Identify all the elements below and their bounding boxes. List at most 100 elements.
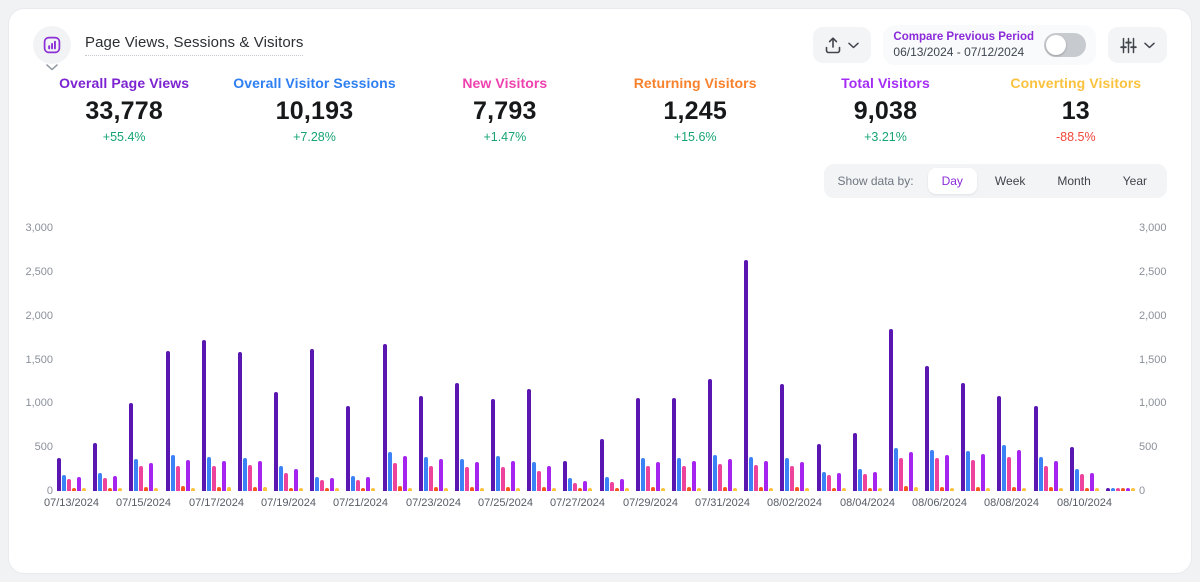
chart-bar[interactable] — [831, 488, 836, 491]
chart-bar[interactable] — [945, 455, 950, 491]
chart-bar[interactable] — [262, 487, 267, 491]
chart-bar[interactable] — [139, 466, 144, 491]
chart-bar[interactable] — [361, 488, 366, 491]
chart-bar[interactable] — [491, 399, 496, 491]
chart-bar[interactable] — [1120, 488, 1125, 491]
chart-bar[interactable] — [1084, 488, 1089, 491]
metric-converting-visitors[interactable]: Converting Visitors 13 -88.5% — [981, 75, 1171, 144]
chart-bar[interactable] — [898, 458, 903, 491]
chart-bar[interactable] — [284, 473, 289, 491]
bar-group[interactable] — [165, 228, 195, 491]
chart-bar[interactable] — [1115, 488, 1120, 491]
chart-bar[interactable] — [216, 487, 221, 491]
chart-bar[interactable] — [149, 463, 154, 491]
chart-bar[interactable] — [867, 488, 872, 491]
chart-bar[interactable] — [279, 466, 284, 491]
bar-group[interactable] — [888, 228, 918, 491]
chart-bar[interactable] — [1105, 488, 1110, 491]
bar-group[interactable] — [310, 228, 340, 491]
chart-bar[interactable] — [913, 487, 918, 491]
bar-group[interactable] — [599, 228, 629, 491]
chart-bar[interactable] — [614, 488, 619, 491]
chart-bar[interactable] — [1110, 488, 1115, 491]
chart-bar[interactable] — [655, 462, 660, 491]
chart-bar[interactable] — [841, 488, 846, 491]
bar-group[interactable] — [237, 228, 267, 491]
chart-bar[interactable] — [371, 488, 376, 491]
chart-bar[interactable] — [624, 488, 629, 491]
chart-bar[interactable] — [588, 488, 593, 491]
chart-bar[interactable] — [356, 480, 361, 491]
chart-bar[interactable] — [62, 475, 66, 491]
chart-bar[interactable] — [908, 452, 913, 491]
chart-bar[interactable] — [686, 487, 691, 491]
chart-bar[interactable] — [98, 473, 103, 491]
bar-group[interactable] — [997, 228, 1027, 491]
bar-group[interactable] — [57, 228, 86, 491]
chart-bar[interactable] — [346, 406, 351, 491]
chart-bar[interactable] — [418, 396, 423, 491]
bar-group[interactable] — [563, 228, 593, 491]
chart-bar[interactable] — [671, 398, 676, 491]
chart-bar[interactable] — [640, 458, 645, 491]
chart-bar[interactable] — [1069, 447, 1074, 491]
chart-bar[interactable] — [1074, 469, 1079, 491]
chart-bar[interactable] — [190, 488, 195, 491]
chart-bar[interactable] — [257, 461, 262, 491]
chart-bar[interactable] — [691, 461, 696, 491]
chart-bar[interactable] — [769, 488, 774, 491]
bar-group[interactable] — [93, 228, 123, 491]
chart-bar[interactable] — [568, 478, 573, 491]
bar-group[interactable] — [780, 228, 810, 491]
tab-month[interactable]: Month — [1057, 174, 1091, 188]
chart-bar[interactable] — [780, 384, 785, 491]
chart-bar[interactable] — [1017, 450, 1022, 491]
chart-bar[interactable] — [573, 483, 578, 491]
bar-group[interactable] — [1105, 228, 1135, 491]
chart-bar[interactable] — [609, 482, 614, 491]
chart-bar[interactable] — [479, 488, 484, 491]
chart-bar[interactable] — [511, 461, 516, 491]
chart-bar[interactable] — [392, 463, 397, 491]
chart-bar[interactable] — [713, 455, 718, 491]
chart-bar[interactable] — [676, 458, 681, 491]
chart-bar[interactable] — [754, 465, 759, 491]
chart-bar[interactable] — [382, 344, 387, 491]
chart-bar[interactable] — [1053, 461, 1058, 491]
chart-bar[interactable] — [718, 464, 723, 491]
chart-bar[interactable] — [1094, 488, 1099, 491]
chart-bar[interactable] — [764, 461, 769, 491]
bar-group[interactable] — [671, 228, 701, 491]
chart-bar[interactable] — [1033, 406, 1038, 491]
chart-bar[interactable] — [221, 461, 226, 491]
chart-bar[interactable] — [310, 349, 315, 491]
chart-bar[interactable] — [795, 487, 800, 491]
metric-total-visitors[interactable]: Total Visitors 9,038 +3.21% — [790, 75, 980, 144]
chart-bar[interactable] — [1007, 457, 1012, 491]
chart-bar[interactable] — [552, 488, 557, 491]
chart-bar[interactable] — [252, 487, 257, 491]
chart-bar[interactable] — [82, 488, 86, 491]
chart-bar[interactable] — [211, 466, 216, 491]
chart-settings-button[interactable] — [1108, 27, 1167, 63]
bar-group[interactable] — [852, 228, 882, 491]
chart-bar[interactable] — [961, 383, 966, 491]
chart-bar[interactable] — [976, 487, 981, 491]
chart-bar[interactable] — [93, 443, 98, 491]
chart-bar[interactable] — [454, 383, 459, 491]
chart-bar[interactable] — [800, 462, 805, 491]
chart-bar[interactable] — [299, 488, 304, 491]
chart-bar[interactable] — [134, 459, 139, 491]
chart-bar[interactable] — [981, 454, 986, 491]
chart-bar[interactable] — [681, 466, 686, 491]
chart-bar[interactable] — [650, 487, 655, 491]
chart-bar[interactable] — [170, 455, 175, 491]
bar-group[interactable] — [346, 228, 376, 491]
chart-bar[interactable] — [438, 459, 443, 491]
chart-bar[interactable] — [154, 488, 159, 491]
chart-bar[interactable] — [1048, 487, 1053, 491]
bar-group[interactable] — [816, 228, 846, 491]
chart-bar[interactable] — [619, 479, 624, 491]
chart-bar[interactable] — [335, 488, 340, 491]
metric-overall-page-views[interactable]: Overall Page Views 33,778 +55.4% — [29, 75, 219, 144]
